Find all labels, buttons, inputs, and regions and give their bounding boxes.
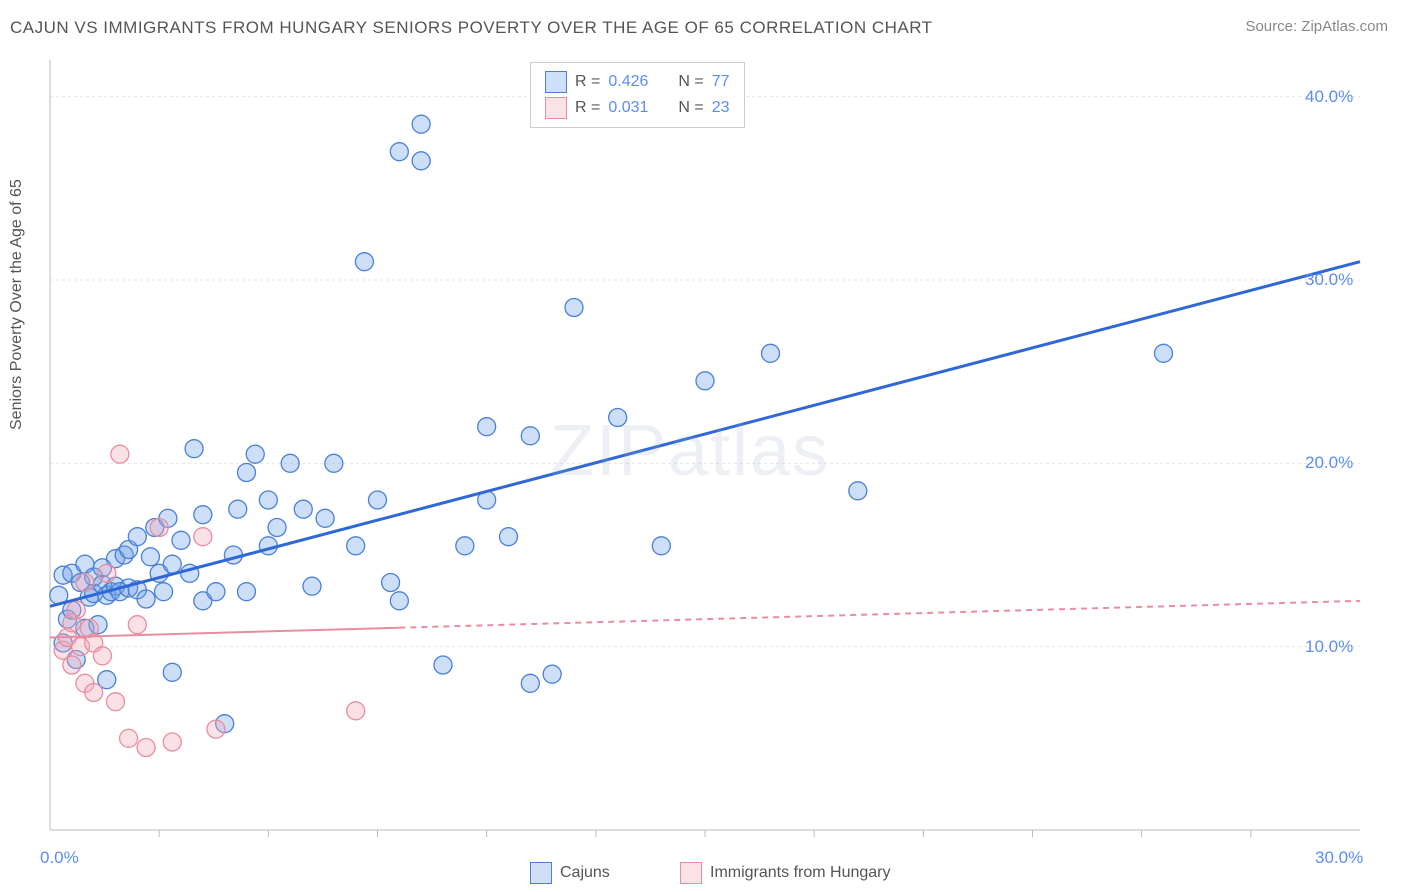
stats-legend: R = 0.426N = 77R = 0.031N = 23 (530, 62, 745, 128)
stats-legend-row: R = 0.031N = 23 (545, 95, 730, 121)
series-legend-item: Cajuns (530, 862, 610, 884)
y-tick-label: 40.0% (1305, 87, 1353, 107)
x-tick-label: 0.0% (40, 848, 79, 868)
y-tick-label: 30.0% (1305, 270, 1353, 290)
x-tick-label: 30.0% (1315, 848, 1363, 868)
correlation-scatter-chart (0, 0, 1406, 892)
series-legend-item: Immigrants from Hungary (680, 862, 891, 884)
y-tick-label: 20.0% (1305, 453, 1353, 473)
y-tick-label: 10.0% (1305, 637, 1353, 657)
stats-legend-row: R = 0.426N = 77 (545, 69, 730, 95)
